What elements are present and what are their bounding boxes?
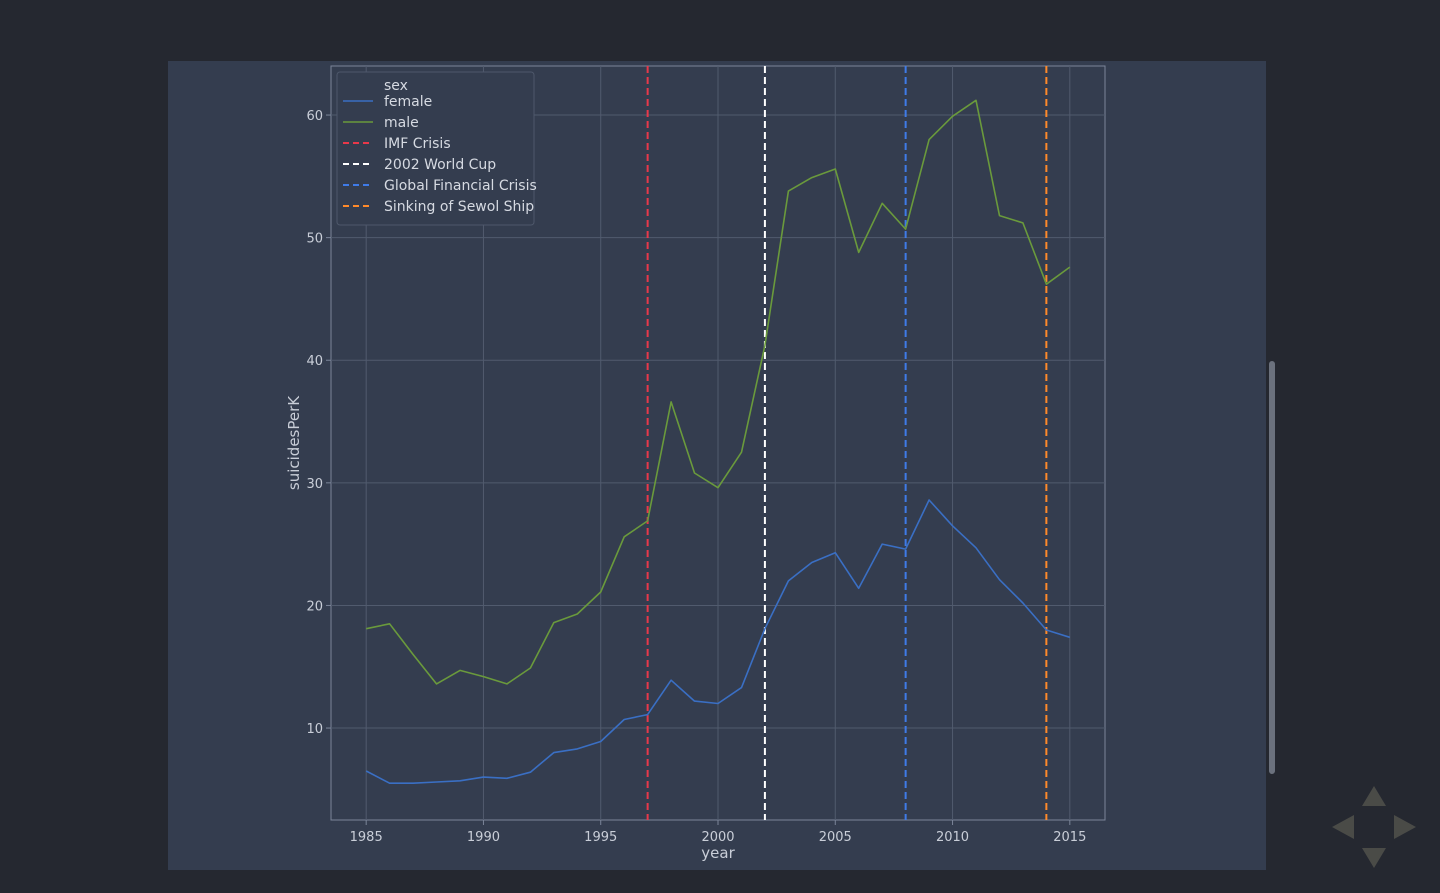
pan-up-arrow-icon[interactable] <box>1362 786 1386 806</box>
pan-left-arrow-icon[interactable] <box>1332 815 1354 839</box>
series-line-male <box>366 99 1071 685</box>
x-tick-label: 2015 <box>1053 830 1086 845</box>
x-tick-label: 2000 <box>701 830 734 845</box>
event-lines <box>646 66 1048 820</box>
y-tick-label: 30 <box>306 477 323 492</box>
axis-ticks: 1985 1990 1995 2000 2005 2010 2015 10 20 30 40 50 60 <box>306 109 1086 845</box>
x-tick-label: 1995 <box>584 830 617 845</box>
y-axis-label: suicidesPerK <box>285 395 303 490</box>
legend-title: sex <box>384 78 408 94</box>
series-line-female <box>365 499 1071 785</box>
pan-right-arrow-icon[interactable] <box>1394 815 1416 839</box>
y-tick-label: 40 <box>306 354 323 369</box>
y-tick-label: 20 <box>306 599 323 614</box>
pan-control <box>1332 786 1416 868</box>
legend-item-label: IMF Crisis <box>384 136 451 152</box>
legend-item-label: female <box>384 94 432 110</box>
notebook-output-cell: 1985 1990 1995 2000 2005 2010 2015 10 20 30 40 50 60… <box>168 61 1266 870</box>
y-tick-label: 60 <box>306 109 323 124</box>
x-tick-label: 1990 <box>467 830 500 845</box>
x-tick-label: 2010 <box>936 830 969 845</box>
scrollbar-thumb[interactable] <box>1269 361 1275 774</box>
legend-item-label: 2002 World Cup <box>384 157 496 173</box>
pan-down-arrow-icon[interactable] <box>1362 848 1386 868</box>
legend: sex female male IMF Crisis 2002 World Cup Gl… <box>336 71 537 226</box>
legend-item-label: Global Financial Crisis <box>384 178 537 194</box>
x-axis-label: year <box>701 844 735 862</box>
legend-item-label: Sinking of Sewol Ship <box>384 199 534 215</box>
y-tick-label: 50 <box>306 232 323 247</box>
legend-box <box>336 71 535 226</box>
x-tick-label: 1985 <box>350 830 383 845</box>
series-lines <box>365 99 1071 785</box>
x-tick-label: 2005 <box>819 830 852 845</box>
y-tick-label: 10 <box>306 722 323 737</box>
line-chart: 1985 1990 1995 2000 2005 2010 2015 10 20 30 40 50 60… <box>285 65 1106 862</box>
legend-item-label: male <box>384 115 419 131</box>
